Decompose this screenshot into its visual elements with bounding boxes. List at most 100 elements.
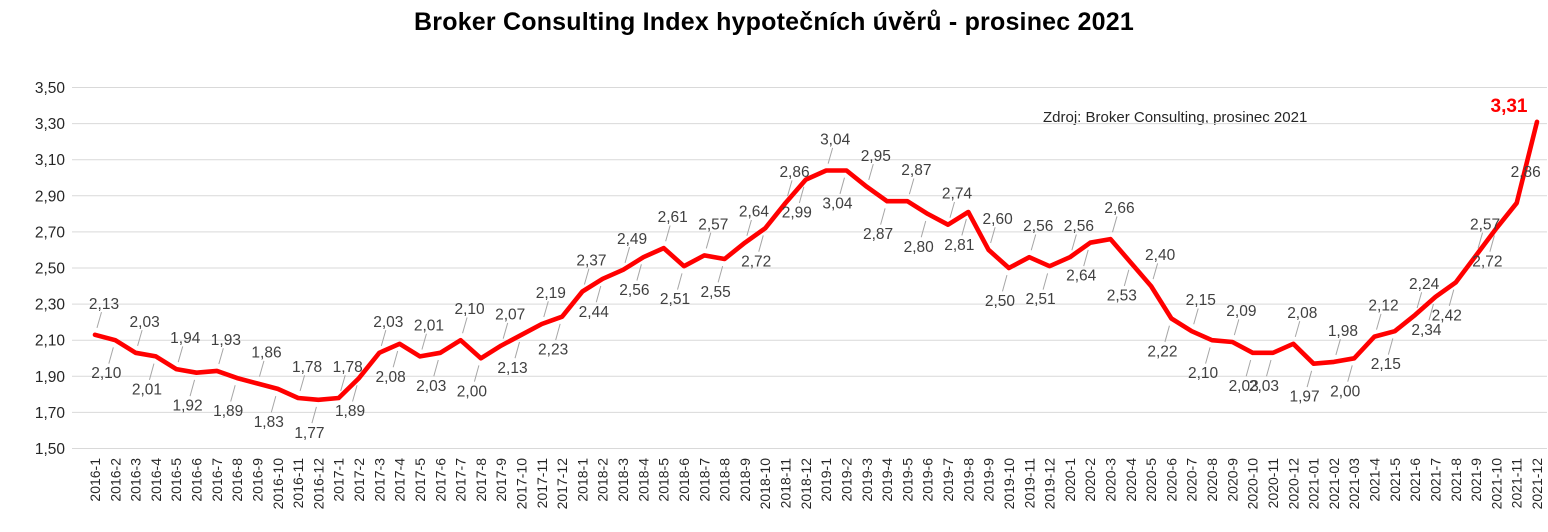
data-label: 2,95 [861,148,891,165]
x-axis-tick-label: 2020-2 [1082,458,1098,502]
data-label: 2,08 [1287,305,1317,322]
data-label: 2,80 [904,239,935,256]
data-label: 2,49 [617,231,647,248]
x-axis-tick-label: 2019-9 [981,458,997,502]
y-axis-tick-label: 1,50 [35,441,66,458]
data-label: 2,07 [495,307,525,324]
data-label-leader-line [502,322,509,339]
x-axis-tick-label: 2019-8 [960,458,976,502]
x-axis-tick-label: 2016-3 [128,458,144,502]
index-series-line [92,119,1540,403]
data-label-leader-line [920,220,927,238]
data-label: 1,97 [1290,389,1320,406]
x-axis-tick-label: 2017-10 [514,458,530,510]
data-label: 2,56 [1023,218,1053,235]
data-label: 2,51 [1025,291,1055,308]
x-axis-tick-label: 2017-2 [351,458,367,502]
data-label-leader-line [798,186,805,204]
data-label-leader-line [380,330,387,347]
data-label: 2,50 [985,293,1016,310]
data-label: 1,94 [170,330,201,347]
data-label-leader-line [1083,249,1089,267]
x-axis-tick-label: 2016-1 [87,458,103,502]
x-axis-tick-label: 2018-6 [676,458,692,502]
data-label: 2,15 [1371,356,1401,373]
data-label-leader-line [677,273,683,290]
x-axis-tick-label: 2020-11 [1265,458,1281,509]
x-axis-tick-label: 2020-12 [1285,458,1301,510]
data-label-leader-line [636,264,642,281]
x-axis-tick-label: 2018-3 [615,458,631,502]
x-axis-tick-label: 2021-01 [1306,458,1322,510]
data-label: 1,92 [172,398,202,415]
x-axis-tick-label: 2016-8 [229,458,245,502]
x-axis-tick-label: 2018-8 [717,458,733,502]
data-label-leader-line [583,268,590,285]
data-label-leader-line [1416,292,1423,309]
data-label: 2,09 [1226,303,1256,320]
data-label-leader-line [1233,319,1240,336]
x-axis-tick-label: 2018-11 [778,458,794,509]
data-label: 1,98 [1328,323,1358,340]
data-label-leader-line [1306,370,1313,388]
data-label-leader-line [1205,347,1211,364]
data-label-leader-line [1294,320,1301,338]
x-axis-tick-label: 2019-10 [1001,458,1017,510]
data-label: 2,86 [1511,164,1541,181]
data-label: 2,72 [741,253,771,270]
data-label: 2,12 [1368,298,1398,315]
data-label: 2,03 [1249,378,1279,395]
x-axis-tick-label: 2018-9 [737,458,753,502]
x-axis-tick-label: 2020-7 [1184,458,1200,502]
x-axis-tick-label: 2020-10 [1245,458,1261,510]
x-axis-tick-label: 2020-4 [1123,458,1139,502]
data-label-leader-line [949,201,955,218]
data-label-leader-line [624,246,631,264]
data-label-leader-line [258,360,265,377]
x-axis-tick-label: 2017-5 [412,458,428,502]
x-axis-tick-label: 2017-12 [554,458,570,510]
data-label-leader-line [218,348,224,365]
data-label: 2,53 [1107,288,1137,305]
y-axis-tick-label: 2,50 [35,261,66,278]
data-label-leader-line [433,359,439,377]
data-label-leader-line [1164,325,1170,343]
data-label-leader-line [177,346,184,363]
y-axis-tick-label: 2,70 [35,224,66,241]
x-axis-tick-label: 2019-11 [1021,458,1037,509]
data-label: 2,19 [536,285,566,302]
data-label: 2,42 [1432,307,1462,324]
data-label: 3,04 [820,132,851,149]
data-label: 1,78 [333,359,363,376]
x-axis-tick-label: 2021-7 [1427,458,1443,502]
x-axis-tick-label: 2021-02 [1326,458,1342,510]
data-label: 2,56 [619,282,649,299]
data-label-leader-line [1448,289,1455,306]
data-label-leader-line [595,285,602,303]
data-label-leader-line [1123,269,1130,287]
data-label-leader-line [311,406,317,424]
data-label: 2,86 [779,164,809,181]
data-label: 2,99 [782,205,812,222]
data-label: 2,64 [739,204,770,221]
data-label: 2,10 [1188,365,1219,382]
x-axis-tick-label: 2019-6 [920,458,936,502]
data-label-leader-line [340,375,346,392]
data-label: 2,00 [1330,383,1361,400]
y-axis-tick-label: 1,70 [35,405,66,422]
data-label-leader-line [108,347,114,364]
x-axis-tick-label: 2017-1 [331,458,347,502]
x-axis-tick-label: 2016-10 [270,458,286,510]
data-label: 2,03 [130,314,160,331]
data-label: 2,01 [132,381,162,398]
data-label-leader-line [148,363,155,380]
data-label-leader-line [1193,308,1199,325]
y-axis-tick-label: 2,30 [35,297,66,314]
data-label: 2,87 [901,162,931,179]
data-label-leader-line [299,375,306,392]
data-label: 2,66 [1104,200,1134,217]
data-label: 2,24 [1409,276,1440,293]
x-axis-tick-label: 2021-6 [1407,458,1423,502]
